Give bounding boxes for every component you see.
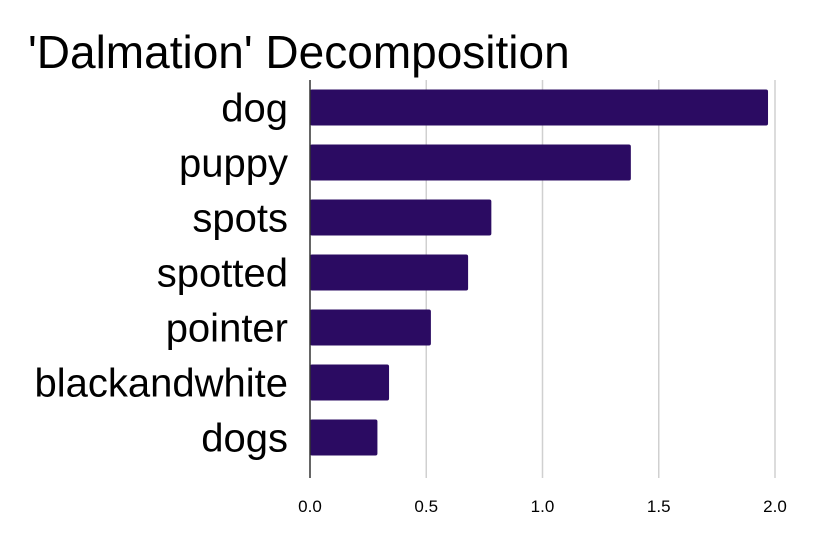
category-label: dogs xyxy=(201,417,288,461)
x-tick-label: 1.0 xyxy=(531,497,555,516)
bars xyxy=(310,89,769,456)
bar-dogs xyxy=(310,419,378,456)
category-label: spotted xyxy=(157,252,288,296)
bar-blackandwhite xyxy=(310,364,390,401)
bar-spots xyxy=(310,199,492,236)
category-label: spots xyxy=(192,197,288,241)
x-tick-label: 2.0 xyxy=(763,497,787,516)
category-labels: dog puppy spots spotted pointer blackandwhite… xyxy=(35,87,289,461)
x-tick-label: 1.5 xyxy=(647,497,671,516)
x-tick-label: 0.0 xyxy=(298,497,322,516)
bar-puppy xyxy=(310,144,631,181)
category-label: pointer xyxy=(166,307,288,351)
category-label: blackandwhite xyxy=(35,362,289,406)
x-tick-labels: 0.0 0.5 1.0 1.5 2.0 xyxy=(298,497,787,516)
bar-pointer xyxy=(310,309,431,346)
x-tick-label: 0.5 xyxy=(414,497,438,516)
bar-dog xyxy=(310,89,769,126)
bar-spotted xyxy=(310,254,469,291)
gridlines xyxy=(425,80,776,478)
category-label: dog xyxy=(221,87,288,131)
category-label: puppy xyxy=(179,142,288,186)
chart-title: 'Dalmation' Decomposition xyxy=(28,26,570,78)
